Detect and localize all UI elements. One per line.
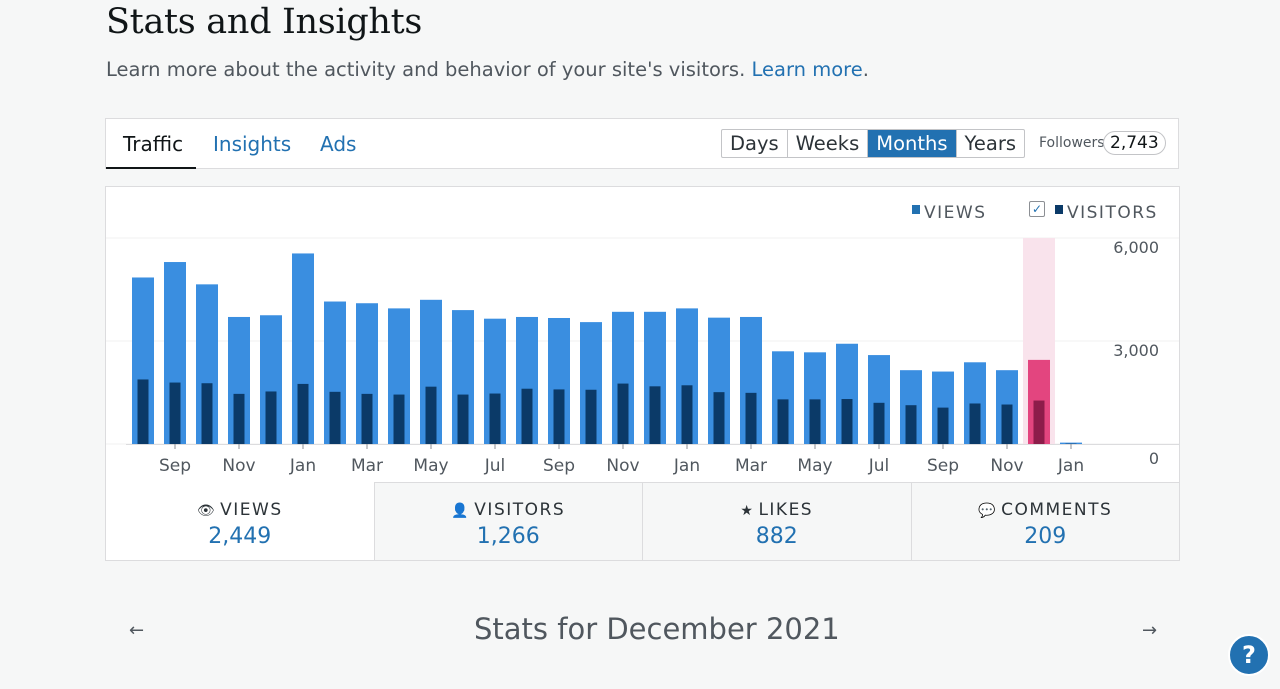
x-tick-label: Sep	[543, 456, 575, 476]
visitors-bar	[265, 391, 277, 444]
previous-period-arrow-icon[interactable]: ←	[129, 620, 145, 641]
summary-visitors-label: VISITORS	[474, 500, 566, 520]
summary-visitors-value: 1,266	[476, 524, 540, 549]
visitors-bar	[905, 405, 917, 444]
x-tick-label: Mar	[351, 456, 383, 476]
visitors-bar	[553, 389, 565, 444]
legend-views[interactable]: VIEWS	[912, 203, 986, 223]
period-title: Stats for December 2021	[474, 612, 840, 646]
x-tick-label: Jan	[289, 456, 316, 476]
summary-views-label-row: 👁 VIEWS	[106, 500, 374, 520]
followers-label: Followers	[1039, 135, 1105, 151]
visitors-bar	[649, 386, 661, 444]
visitors-bar	[617, 383, 629, 444]
summary-likes-value: 882	[755, 524, 798, 549]
visitors-bar	[425, 386, 437, 444]
y-tick-label: 6,000	[1113, 238, 1159, 257]
summary-views-label: VIEWS	[220, 500, 283, 520]
legend-views-label: VIEWS	[924, 203, 987, 223]
help-button[interactable]: ?	[1228, 634, 1270, 676]
visitors-bar	[809, 399, 821, 444]
summary-comments[interactable]: 💬 COMMENTS 209	[910, 482, 1180, 560]
summary-views[interactable]: 👁 VIEWS 2,449	[106, 482, 374, 560]
summary-comments-label-row: 💬 COMMENTS	[912, 500, 1180, 520]
x-tick-label: Mar	[735, 456, 767, 476]
x-tick-label: May	[797, 456, 832, 476]
stats-nav-bar: Traffic Insights Ads Days Weeks Months Y…	[105, 118, 1179, 169]
visitors-bar	[1033, 400, 1045, 444]
legend-visitors[interactable]: VISITORS	[1055, 203, 1158, 223]
subtitle-period: .	[862, 58, 869, 81]
page-title: Stats and Insights	[106, 2, 423, 42]
visitors-bar	[745, 392, 757, 444]
visitors-bar	[873, 402, 885, 444]
person-icon: 👤	[451, 503, 471, 519]
x-tick-label: Sep	[159, 456, 191, 476]
legend-visitors-swatch	[1055, 205, 1063, 214]
period-days-button[interactable]: Days	[722, 130, 788, 157]
visitors-bar	[489, 393, 501, 444]
tab-ads[interactable]: Ads	[320, 132, 357, 156]
x-tick-label: Jul	[868, 456, 890, 476]
visitors-bar	[137, 379, 149, 444]
summary-visitors[interactable]: 👤 VISITORS 1,266	[373, 482, 643, 560]
visitors-bar	[361, 393, 373, 444]
summary-visitors-label-row: 👤 VISITORS	[375, 500, 643, 520]
summary-comments-label: COMMENTS	[1001, 500, 1113, 520]
summary-likes[interactable]: ★ LIKES 882	[642, 482, 911, 560]
x-tick-label: Sep	[927, 456, 959, 476]
eye-icon: 👁	[196, 503, 217, 519]
stats-chart-card: VIEWS ✓ VISITORS Sep Nov Jan Mar May Jul Sep No…	[105, 186, 1180, 561]
tab-insights[interactable]: Insights	[213, 132, 292, 156]
next-period-arrow-icon[interactable]: →	[1142, 620, 1158, 641]
visitors-bar	[841, 399, 853, 444]
visitors-bar	[585, 389, 597, 444]
visitors-bar	[1001, 404, 1013, 444]
visitors-bar	[393, 394, 405, 444]
subtitle-text: Learn more about the activity and behavi…	[106, 58, 746, 81]
visitors-bar	[521, 388, 533, 444]
visitors-bar	[329, 391, 341, 444]
y-tick-label: 3,000	[1113, 341, 1159, 360]
period-weeks-button[interactable]: Weeks	[788, 130, 869, 157]
legend-views-swatch	[912, 205, 920, 214]
visitors-bar	[297, 383, 309, 444]
legend-visitors-label: VISITORS	[1067, 203, 1158, 223]
legend-visitors-checkbox[interactable]: ✓	[1029, 201, 1045, 217]
tab-traffic[interactable]: Traffic	[106, 119, 196, 169]
x-tick-label: May	[413, 456, 448, 476]
visitors-bar	[969, 403, 981, 444]
x-tick-label: Jan	[673, 456, 700, 476]
summary-views-value: 2,449	[208, 524, 272, 549]
followers-count-badge[interactable]: 2,743	[1103, 131, 1166, 155]
summary-comments-value: 209	[1024, 524, 1067, 549]
x-tick-label: Jul	[484, 456, 506, 476]
period-months-button[interactable]: Months	[868, 130, 957, 157]
stats-bar-chart[interactable]: Sep Nov Jan Mar May Jul Sep Nov Jan Mar May Jul Sep N…	[106, 187, 1179, 482]
y-tick-label: 0	[1149, 449, 1159, 468]
visitors-bar	[169, 382, 181, 444]
visitors-bar	[713, 392, 725, 444]
x-tick-label: Jan	[1057, 456, 1084, 476]
visitors-bar	[233, 393, 245, 444]
comment-icon: 💬	[978, 503, 998, 519]
x-tick-label: Nov	[606, 456, 639, 476]
summary-likes-label-row: ★ LIKES	[643, 500, 911, 520]
summary-tabs: 👁 VIEWS 2,449 👤 VISITORS 1,266 ★ LIKES 882 …	[106, 482, 1179, 560]
visitors-bar	[777, 399, 789, 444]
page-subtitle: Learn more about the activity and behavi…	[106, 58, 869, 81]
visitors-bar	[937, 407, 949, 444]
period-years-button[interactable]: Years	[964, 132, 1016, 155]
visitors-bar	[201, 383, 213, 444]
x-tick-label: Nov	[990, 456, 1023, 476]
visitors-bar	[681, 385, 693, 444]
visitors-bar	[457, 394, 469, 444]
summary-likes-label: LIKES	[758, 500, 814, 520]
views-bar[interactable]	[1060, 442, 1082, 444]
star-icon: ★	[740, 503, 755, 519]
x-tick-label: Nov	[222, 456, 255, 476]
period-selector: Days Weeks Months Years	[721, 129, 1025, 158]
learn-more-link[interactable]: Learn more	[751, 58, 863, 81]
